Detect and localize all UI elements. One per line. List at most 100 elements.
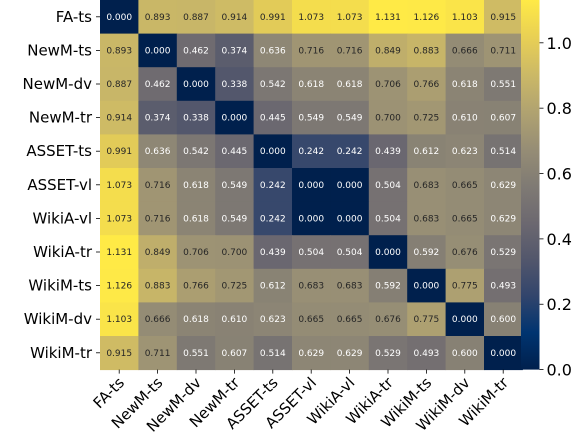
cell-value-label: 0.000 [452, 315, 478, 325]
heatmap-cell [176, 100, 216, 135]
colorbar-tick-label: 0.4 [547, 230, 572, 249]
cell-value-label: 0.666 [452, 46, 478, 56]
cell-value-label: 0.725 [222, 282, 248, 292]
heatmap-cell [100, 268, 139, 303]
cell-value-label: 0.725 [414, 114, 440, 124]
heatmap-cell [253, 268, 293, 303]
heatmap-cell [138, 235, 178, 270]
heatmap-cell [330, 235, 370, 270]
heatmap-cell [292, 168, 331, 203]
cell-value-label: 0.914 [222, 13, 248, 23]
row-label: WikiA-vl [32, 209, 92, 227]
heatmap-cell [215, 336, 255, 371]
heatmap-cell [138, 168, 178, 203]
heatmap-cell [100, 168, 139, 203]
cell-value-label: 0.991 [260, 13, 286, 23]
colorbar-tick-label: 0.2 [547, 295, 572, 314]
heatmap-cell [176, 235, 216, 270]
heatmap-cell [368, 67, 408, 102]
heatmap-cell [368, 33, 408, 68]
cell-value-label: 0.683 [337, 282, 363, 292]
cell-value-label: 0.610 [452, 114, 478, 124]
cell-value-label: 0.716 [145, 181, 171, 191]
heatmap-cell [445, 168, 485, 203]
cell-value-label: 0.676 [452, 248, 478, 258]
cell-value-label: 0.439 [260, 248, 286, 258]
heatmap-cell [176, 134, 216, 169]
heatmap-cell [100, 33, 139, 68]
cell-value-label: 0.766 [183, 282, 209, 292]
heatmap-cell [138, 134, 178, 169]
cell-value-label: 0.607 [222, 349, 248, 359]
heatmap-cell [138, 100, 178, 135]
cell-value-label: 0.683 [298, 282, 324, 292]
cell-value-label: 0.592 [414, 248, 440, 258]
cell-value-label: 0.542 [260, 80, 286, 90]
heatmap-cell [292, 100, 331, 135]
cell-value-label: 1.103 [106, 315, 132, 325]
heatmap-cell [407, 302, 447, 337]
cell-value-label: 0.242 [260, 181, 286, 191]
heatmap-cell [445, 268, 485, 303]
cell-value-label: 0.716 [145, 214, 171, 224]
cell-value-label: 0.445 [260, 114, 286, 124]
heatmap-cell [100, 100, 139, 135]
cell-value-label: 0.665 [337, 315, 363, 325]
cell-value-label: 0.915 [490, 13, 516, 23]
cell-value-label: 0.607 [490, 114, 516, 124]
heatmap-cell [138, 268, 178, 303]
heatmap-cell [215, 67, 255, 102]
heatmap-cell [330, 134, 370, 169]
cell-value-label: 0.706 [375, 80, 401, 90]
cell-value-label: 0.883 [145, 282, 171, 292]
cell-value-label: 0.529 [490, 248, 516, 258]
heatmap-cell [100, 0, 139, 35]
heatmap-cell [407, 100, 447, 135]
heatmap-cell [368, 134, 408, 169]
cell-value-label: 1.073 [106, 181, 132, 191]
heatmap-cell [407, 134, 447, 169]
heatmap-cell [484, 0, 523, 35]
heatmap-cell [445, 201, 485, 236]
heatmap-cell [176, 268, 216, 303]
cell-value-label: 0.374 [222, 46, 248, 56]
heatmap-cell [138, 33, 178, 68]
cell-value-label: 0.775 [414, 315, 440, 325]
cell-value-label: 1.131 [106, 248, 132, 258]
heatmap-cell [407, 235, 447, 270]
cell-value-label: 0.700 [375, 114, 401, 124]
heatmap-cell [215, 201, 255, 236]
heatmap-cell [100, 302, 139, 337]
cell-value-label: 0.000 [298, 214, 324, 224]
heatmap-cell [330, 168, 370, 203]
heatmap-cell [215, 0, 255, 35]
cell-value-label: 0.514 [490, 147, 516, 157]
heatmap-cell [176, 201, 216, 236]
row-label: FA-ts [56, 8, 92, 26]
heatmap-cell [100, 201, 139, 236]
heatmap-cell [368, 168, 408, 203]
cell-value-label: 0.542 [183, 147, 209, 157]
cell-value-label: 0.887 [106, 80, 132, 90]
heatmap-cell [330, 201, 370, 236]
cell-value-label: 0.766 [414, 80, 440, 90]
heatmap-cell [445, 336, 485, 371]
heatmap-cell [484, 134, 523, 169]
cell-value-label: 0.000 [337, 214, 363, 224]
heatmap-cell [138, 201, 178, 236]
cell-value-label: 0.000 [222, 114, 248, 124]
heatmap-cell [407, 0, 447, 35]
cell-value-label: 0.618 [183, 181, 209, 191]
heatmap-cell [253, 33, 293, 68]
heatmap-cell [445, 33, 485, 68]
cell-value-label: 0.000 [183, 80, 209, 90]
cell-value-label: 1.073 [106, 214, 132, 224]
heatmap-cell [100, 67, 139, 102]
cell-value-label: 0.549 [298, 114, 324, 124]
heatmap-cell [176, 33, 216, 68]
cell-value-label: 0.665 [452, 214, 478, 224]
heatmap-cell [100, 336, 139, 371]
heatmap-cell [407, 268, 447, 303]
cell-value-label: 0.683 [414, 214, 440, 224]
